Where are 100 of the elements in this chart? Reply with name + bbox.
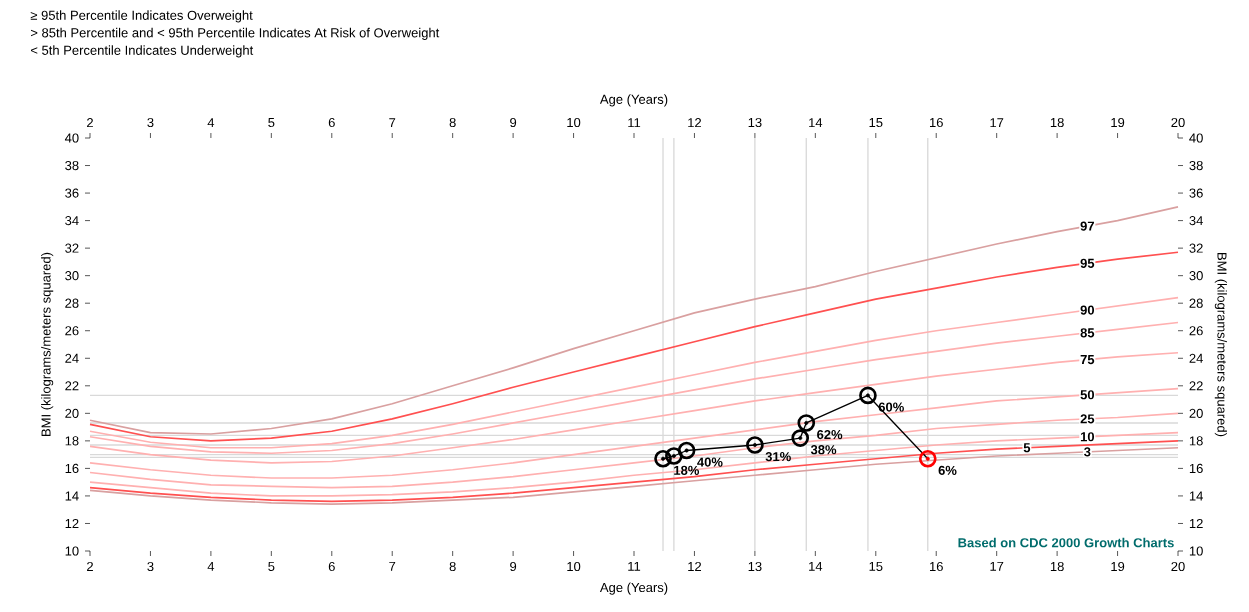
series-label: 25 [1080,414,1095,424]
x2-tick-label: 3 [147,561,154,572]
annotation: 60% [878,402,904,412]
line-series [89,251,1179,442]
y-tick-label: 20 [65,408,79,418]
annotation: 18% [674,465,700,475]
x2-tick-label: 13 [748,561,762,572]
point [677,441,696,460]
x2-tick-label: 12 [688,561,702,571]
x2-tick-label: 15 [869,561,883,571]
y2-tick-label: 18 [1189,436,1203,446]
y2-tick-label: 20 [1189,408,1203,418]
y-tick-label: 26 [65,326,79,336]
y2-tick-label: 10 [1189,546,1203,556]
y2-tick-label: 34 [1189,216,1203,226]
x2-tick-label: 2 [87,561,93,571]
x-tick-label: 6 [328,117,335,128]
x2-tick-label: 11 [628,561,641,571]
x2-tick-label: 14 [809,561,823,571]
y2-tick-label: 12 [1189,518,1203,529]
x-tick-label: 16 [929,117,943,128]
text: > 85th Percentile and < 95th Percentile Indicates At Risk of Overweight [30,27,440,40]
x-tick-label: 17 [990,118,1004,128]
x2-tick-label: 18 [1050,561,1064,572]
y2-tick-label: 14 [1189,491,1203,501]
x2-tick-label: 16 [929,561,943,572]
y2-tick-label: 28 [1189,298,1203,308]
y2-tick-label: 38 [1189,160,1203,171]
y-tick-label: 40 [64,133,79,143]
y-tick-label: 24 [65,353,79,363]
x-tick-label: 7 [389,118,396,128]
x-tick-label: 2 [87,118,93,128]
x-tick-label: 8 [449,117,456,128]
point [797,414,816,432]
y-tick-label: 22 [65,381,79,391]
y-tick-label: 14 [65,491,79,501]
y-tick-label: 36 [65,188,79,198]
y-tick-label: 32 [65,243,79,253]
y-tick-label: 12 [65,518,79,529]
text: < 5th Percentile Indicates Underweight [30,45,254,58]
x2-tick-label: 20 [1171,561,1185,572]
x2-tick-label: 9 [510,561,517,572]
y2-tick-label: 30 [1189,271,1203,281]
x-tick-label: 18 [1050,117,1064,128]
point [654,449,672,468]
annotation: 40% [697,457,723,467]
y2-tick-label: 36 [1189,188,1203,198]
y-axis-title: BMI (kilograms/meters squared) [41,252,54,436]
y2-tick-label: 32 [1189,243,1203,253]
y2-tick-label: 22 [1189,381,1203,391]
y-tick-label: 34 [65,216,79,226]
annotation: 6% [938,465,957,475]
y2-tick-label: 26 [1189,326,1203,336]
series-label: 85 [1080,328,1095,338]
x-tick-label: 19 [1111,117,1125,128]
x2-tick-label: 7 [389,561,396,571]
x-tick-label: 9 [510,117,517,128]
x-tick-label: 4 [207,118,215,128]
series-label: 95 [1080,258,1095,268]
x-tick-label: 14 [809,118,823,128]
line-series [89,412,1179,489]
series-label: 75 [1080,355,1095,365]
x-tick-label: 10 [567,117,581,128]
y-tick-label: 18 [65,436,79,446]
series-label: 5 [1023,443,1031,453]
x-tick-label: 11 [628,118,641,128]
x2-tick-label: 5 [268,561,275,571]
x-tick-label: 13 [748,117,762,128]
series-label: 97 [1080,221,1095,231]
x2-tick-label: 4 [207,561,215,571]
point [746,436,764,454]
x2-axis-title: Age (Years) [599,94,668,107]
series-label: 3 [1084,447,1091,457]
y2-tick-label: 40 [1189,133,1203,143]
point [918,449,937,468]
y-tick-label: 10 [65,546,79,556]
x2-tick-label: 19 [1111,561,1125,572]
series-label: 90 [1080,305,1095,315]
annotation: 38% [810,445,837,455]
x-tick-label: 15 [869,118,883,128]
x-tick-label: 5 [268,118,275,128]
series-label: 10 [1080,432,1095,442]
annotation: Based on CDC 2000 Growth Charts [958,537,1174,548]
y-tick-label: 28 [65,298,79,308]
x2-tick-label: 17 [990,561,1004,571]
y-tick-label: 38 [65,160,79,171]
annotation: 62% [817,429,843,440]
y-tick-label: 16 [65,463,79,474]
y2-axis-title: BMI (kilograms/meters squared) [1214,253,1227,437]
annotation: 31% [765,452,791,462]
text: ≥ 95th Percentile Indicates Overweight [30,10,253,23]
y2-tick-label: 24 [1189,353,1203,363]
y-tick-label: 30 [65,271,79,281]
x-axis-title: Age (Years) [599,582,668,595]
x-tick-label: 12 [688,118,702,128]
point [665,447,683,465]
x2-tick-label: 8 [449,561,456,572]
x-tick-label: 3 [147,117,154,128]
x-tick-label: 20 [1171,117,1185,128]
point [791,429,810,447]
